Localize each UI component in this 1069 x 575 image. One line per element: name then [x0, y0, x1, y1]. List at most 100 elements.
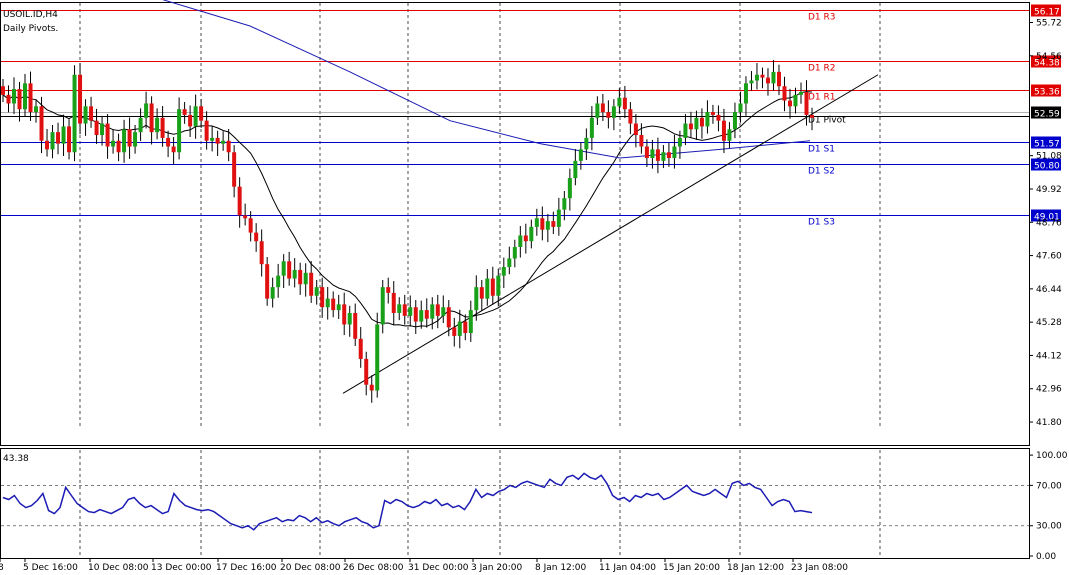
candle-body	[331, 298, 336, 311]
candle-body	[204, 120, 209, 141]
candle-body	[89, 106, 94, 121]
candle-body	[56, 132, 61, 144]
candle-body	[617, 97, 622, 107]
candle-body	[595, 103, 600, 118]
y-tick-label: 45.28	[1036, 318, 1062, 328]
current-price-box	[1031, 106, 1061, 119]
candle-body	[83, 106, 88, 124]
candle-body	[182, 109, 187, 115]
candle-body	[12, 89, 17, 104]
candle-body	[94, 120, 99, 136]
candle-body	[380, 287, 385, 325]
candle-body	[353, 312, 358, 339]
pivot-label: D1 S3	[808, 218, 835, 228]
x-tick-label: 20 Dec 08:00	[280, 563, 341, 573]
candle-body	[683, 123, 688, 138]
candle-body	[39, 106, 44, 141]
candle-body	[556, 209, 561, 227]
candle-body	[369, 384, 374, 391]
pivot-label: D1 S2	[808, 167, 835, 177]
candle-body	[221, 140, 226, 144]
candle-body	[771, 71, 776, 84]
pivot-label: D1 Pivot	[808, 116, 846, 126]
candle-body	[50, 132, 55, 150]
y-tick-label: 41.80	[1036, 418, 1062, 428]
candle-body	[507, 258, 512, 268]
candle-body	[523, 235, 528, 242]
candle-body	[232, 152, 237, 187]
candle-body	[116, 140, 121, 153]
candle-body	[17, 89, 22, 110]
candle-body	[584, 137, 589, 150]
candle-body	[314, 287, 319, 296]
candle-body	[45, 140, 50, 150]
oscillator-line	[2, 472, 813, 531]
candle-body	[358, 338, 363, 359]
candle-body	[485, 278, 490, 299]
candle-body	[138, 117, 143, 133]
candle-body	[804, 91, 809, 115]
candle-body	[408, 307, 413, 316]
candle-body	[215, 137, 220, 144]
candle-body	[793, 94, 798, 107]
candle-body	[441, 307, 446, 316]
candle-body	[567, 178, 572, 199]
candle-body	[688, 123, 693, 130]
candle-body	[534, 218, 539, 227]
candle-body	[375, 324, 380, 391]
ma-slow-line	[162, 0, 811, 159]
candle-body	[67, 126, 72, 153]
candle-body	[292, 269, 297, 279]
candle-body	[474, 287, 479, 311]
candle-body	[716, 114, 721, 121]
candle-body	[402, 304, 407, 316]
candle-body	[364, 358, 369, 385]
candle-body	[210, 137, 215, 141]
candle-body	[765, 77, 770, 84]
candle-body	[287, 261, 292, 279]
osc-y-tick-label: 100.00	[1036, 451, 1068, 461]
candle-body	[787, 100, 792, 107]
candle-body	[336, 304, 341, 311]
candle-body	[160, 117, 165, 138]
price-axis: 55.72 54.56 51.08 49.92 48.76 47.60 46.44 45.28…	[1029, 19, 1062, 428]
candle-body	[732, 112, 737, 130]
candle-body	[265, 264, 270, 299]
pivot-label: D1 S1	[808, 145, 835, 155]
pivot-price-label: 51.57	[1034, 140, 1060, 150]
ma-fast-line	[2, 91, 813, 328]
candle-body	[435, 304, 440, 316]
candle-body	[677, 137, 682, 147]
y-tick-label: 51.08	[1036, 152, 1062, 162]
candle-body	[452, 327, 457, 336]
candle-body	[78, 74, 83, 124]
candle-body	[810, 114, 814, 118]
x-tick-label: 13 Dec 00:00	[151, 563, 212, 573]
candle-body	[661, 152, 666, 161]
candle-body	[578, 149, 583, 161]
candle-body	[386, 287, 391, 293]
time-axis: 8 5 Dec 16:00 10 Dec 08:00 13 Dec 00:00 17 D…	[0, 558, 848, 573]
candle-body	[463, 321, 468, 334]
trendlines	[342, 74, 879, 394]
candle-body	[193, 106, 198, 127]
pivot-price-box	[1031, 84, 1061, 97]
candle-body	[655, 149, 660, 161]
pivot-price-label: 50.80	[1034, 162, 1060, 172]
oscillator-panel-frame	[0, 448, 1030, 559]
pivot-label: D1 R3	[808, 13, 836, 23]
x-tick-label: 8 Jan 12:00	[535, 563, 587, 573]
pivot-price-label: 54.38	[1034, 59, 1060, 69]
candle-body	[430, 304, 435, 319]
candle-body	[325, 298, 330, 308]
candle-body	[419, 310, 424, 322]
candle-body	[347, 312, 352, 325]
pivot-price-box	[1031, 4, 1061, 17]
candle-body	[248, 218, 253, 233]
candle-body	[446, 307, 451, 328]
candle-body	[270, 287, 275, 299]
candle-body	[111, 140, 116, 147]
osc-y-tick-label: 0.00	[1036, 552, 1056, 562]
candle-body	[776, 71, 781, 87]
